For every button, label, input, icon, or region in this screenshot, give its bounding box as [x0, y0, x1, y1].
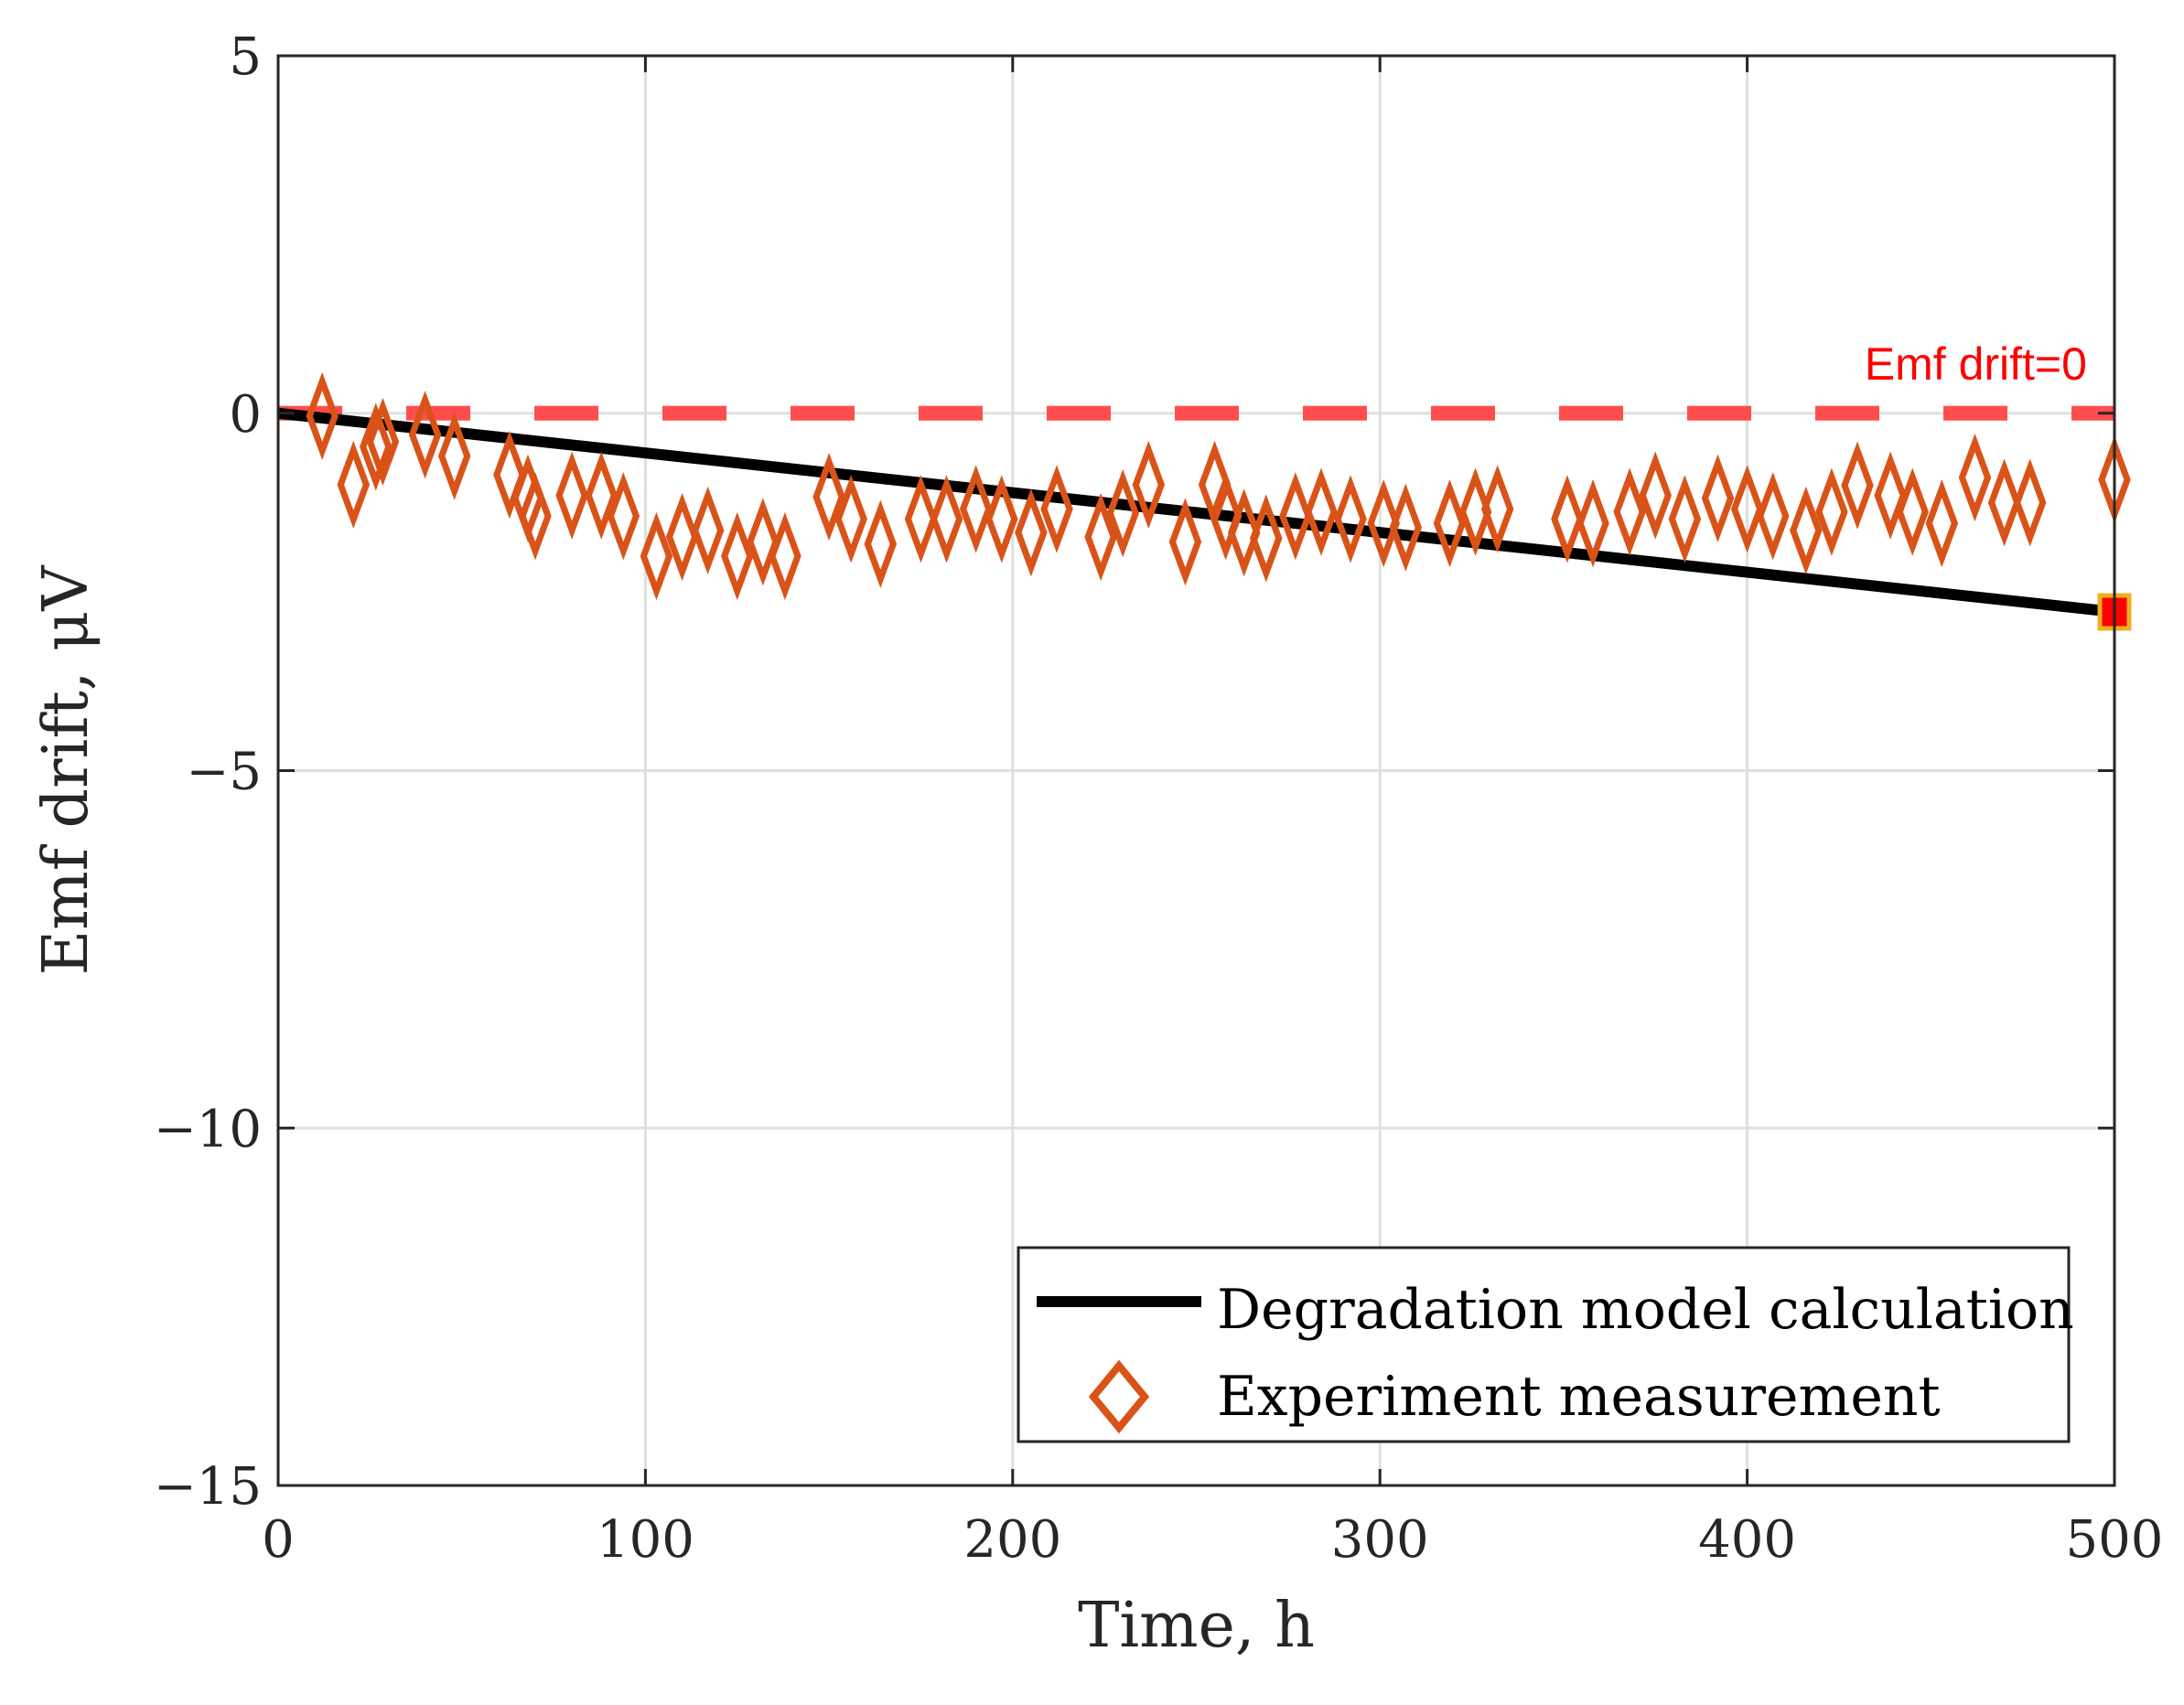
x-tick-label: 200 — [963, 1510, 1061, 1570]
data-point-diamond — [1790, 486, 1823, 575]
legend-box — [1017, 1246, 2071, 1443]
data-point-diamond — [1576, 478, 1609, 568]
data-point-diamond — [1279, 472, 1312, 561]
legend-label-experiment: Experiment measurement — [1217, 1365, 1941, 1429]
x-axis-label: Time, h — [1078, 1590, 1315, 1662]
model-line — [277, 407, 2115, 617]
data-point-diamond — [1367, 478, 1400, 568]
data-point-diamond — [904, 475, 938, 563]
data-point-diamond — [721, 511, 754, 601]
data-point-diamond — [1987, 458, 2021, 547]
data-point-diamond — [1389, 483, 1423, 572]
data-point-diamond — [1925, 478, 1959, 568]
x-tick-label: 100 — [597, 1510, 694, 1570]
ticks: 0 100 200 300 400 500 5 0 −5 −10 −15 — [154, 27, 2164, 1570]
y-tick-label: −15 — [154, 1457, 262, 1517]
data-point-diamond — [1815, 467, 1848, 556]
data-point-diamond — [1433, 478, 1467, 568]
data-point-diamond — [519, 472, 552, 561]
data-point-diamond — [1334, 475, 1367, 563]
data-point-diamond — [1250, 494, 1283, 583]
data-point-diamond — [1106, 469, 1139, 558]
data-point-diamond — [1209, 472, 1243, 561]
data-point-diamond — [985, 475, 1018, 563]
x-tick-label: 500 — [2066, 1510, 2164, 1570]
data-point-diamond — [1701, 454, 1735, 542]
legend-label-model: Degradation model calculation — [1217, 1278, 2074, 1342]
data-point-diamond — [864, 499, 898, 588]
data-point-diamond — [437, 412, 471, 500]
y-tick-label: 0 — [229, 385, 262, 445]
data-point-diamond — [360, 402, 393, 491]
x-tick-label: 0 — [262, 1510, 295, 1570]
data-point-diamond — [1480, 465, 1514, 553]
data-point-diamond — [366, 397, 400, 487]
series-layer — [277, 371, 2132, 631]
data-point-diamond — [337, 440, 371, 530]
y-tick-label: −10 — [154, 1099, 262, 1159]
data-point-diamond — [306, 371, 339, 461]
data-point-diamond — [1613, 467, 1646, 556]
data-point-diamond — [665, 492, 699, 582]
data-point-diamond — [1896, 467, 1929, 556]
data-point-diamond — [959, 465, 993, 553]
data-point-diamond — [1639, 451, 1672, 540]
data-point-diamond — [493, 430, 526, 520]
data-point-diamond — [408, 391, 442, 479]
data-point-diamond — [1458, 467, 1492, 556]
data-point-diamond — [1551, 475, 1584, 563]
y-tick-label: 5 — [229, 27, 262, 87]
data-point-diamond — [1040, 465, 1073, 553]
data-point-diamond — [1841, 441, 1874, 530]
data-point-diamond — [930, 475, 963, 563]
data-point-diamond — [511, 454, 544, 542]
data-point-diamond — [1168, 498, 1202, 586]
data-point-diamond — [1958, 433, 1992, 522]
y-axis-label: Emf drift, μV — [30, 564, 102, 976]
data-point-diamond — [1084, 492, 1117, 582]
data-point-diamond — [834, 475, 867, 563]
data-point-diamond — [1132, 440, 1166, 530]
data-point-diamond — [691, 486, 725, 575]
data-point-diamond — [1668, 475, 1702, 563]
data-point-diamond — [1015, 488, 1048, 577]
legend-diamond-swatch — [1088, 1359, 1150, 1434]
data-point-diamond — [747, 498, 780, 586]
data-point-diamond — [1227, 488, 1261, 577]
y-tick-label: −5 — [186, 743, 262, 802]
data-point-diamond — [640, 511, 673, 601]
legend: Degradation model calculation Experiment… — [1017, 1246, 2074, 1443]
data-point-diamond — [2013, 458, 2047, 547]
data-point-diamond — [1874, 451, 1907, 540]
x-tick-label: 300 — [1331, 1510, 1429, 1570]
data-point-diamond — [1756, 472, 1790, 561]
data-point-diamond — [555, 451, 588, 540]
data-point-diamond — [607, 472, 640, 561]
data-point-diamond — [812, 453, 845, 542]
data-point-diamond — [585, 451, 618, 540]
x-tick-label: 400 — [1698, 1510, 1796, 1570]
data-point-diamond — [769, 511, 802, 601]
data-point-diamond — [1730, 465, 1764, 553]
data-point-diamond — [1305, 467, 1338, 556]
annotation-emf-drift-zero: Emf drift=0 — [1865, 338, 2087, 390]
